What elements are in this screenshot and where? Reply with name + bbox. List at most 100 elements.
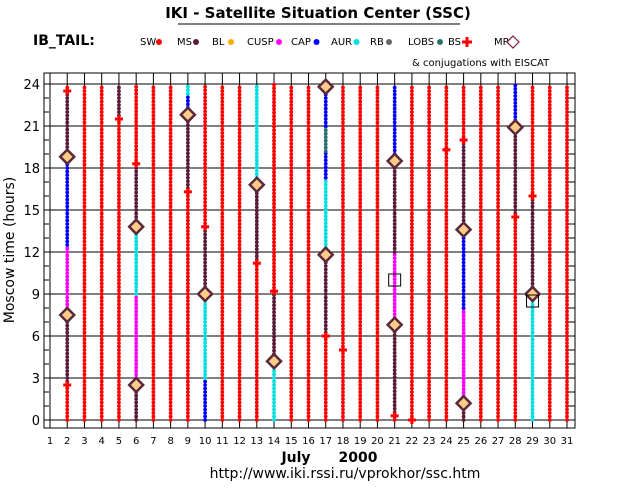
region-dot <box>117 390 121 394</box>
region-dot <box>254 95 259 100</box>
region-dot <box>151 236 156 240</box>
region-dot <box>99 407 104 412</box>
region-dot <box>410 215 414 219</box>
region-dot <box>358 348 363 352</box>
region-dot <box>99 358 104 363</box>
day-column <box>237 85 242 422</box>
region-dot <box>237 330 242 335</box>
region-dot <box>237 155 242 160</box>
region-dot <box>289 264 294 268</box>
region-dot <box>82 187 87 191</box>
region-dot <box>289 281 294 286</box>
region-dot <box>427 239 432 244</box>
region-dot <box>220 162 225 167</box>
region-dot <box>220 386 225 391</box>
region-dot <box>410 323 414 328</box>
region-dot <box>306 243 311 247</box>
region-dot <box>289 250 294 254</box>
region-dot <box>496 323 500 328</box>
region-dot <box>289 124 294 128</box>
region-dot <box>220 358 225 363</box>
region-dot <box>323 358 328 363</box>
x-tick-label: 25 <box>457 436 470 447</box>
region-dot <box>323 196 328 201</box>
region-dot <box>82 316 87 321</box>
region-dot <box>461 169 466 174</box>
region-dot <box>530 351 535 356</box>
region-dot <box>530 320 535 324</box>
region-dot <box>444 341 449 345</box>
region-dot <box>117 148 121 153</box>
region-dot <box>151 257 156 261</box>
region-dot <box>185 400 190 405</box>
region-dot <box>289 379 294 384</box>
region-dot <box>168 194 173 198</box>
region-dot <box>65 264 70 268</box>
region-dot <box>565 229 569 233</box>
region-dot <box>306 99 311 104</box>
region-dot <box>565 264 569 268</box>
region-dot <box>375 85 380 90</box>
region-dot <box>134 197 139 202</box>
region-dot <box>392 117 397 121</box>
region-dot <box>134 126 139 131</box>
region-dot <box>341 176 345 181</box>
bow-shock-marker <box>270 287 279 296</box>
region-dot <box>341 362 345 366</box>
region-dot <box>530 222 535 226</box>
region-dot <box>306 260 311 265</box>
region-dot <box>289 390 294 394</box>
region-dot <box>323 179 328 184</box>
region-dot <box>565 113 569 118</box>
region-dot <box>99 145 104 149</box>
region-dot <box>444 411 449 415</box>
region-dot <box>478 117 483 121</box>
region-dot <box>375 358 380 363</box>
region-dot <box>220 246 225 251</box>
region-dot <box>272 156 276 161</box>
region-dot <box>375 250 380 254</box>
region-dot <box>478 134 483 139</box>
y-tick-label: 18 <box>23 162 40 177</box>
region-dot <box>375 260 380 265</box>
region-dot <box>289 145 294 149</box>
region-dot <box>151 393 156 398</box>
region-dot <box>168 239 173 244</box>
region-dot <box>427 99 432 104</box>
region-dot <box>151 253 156 258</box>
region-dot <box>513 97 518 102</box>
region-dot <box>272 369 276 373</box>
region-dot <box>496 131 500 135</box>
region-dot <box>168 264 173 268</box>
region-dot <box>272 208 276 213</box>
region-dot <box>203 281 208 286</box>
region-dot <box>185 369 190 373</box>
region-dot <box>392 145 397 149</box>
region-dot <box>547 89 552 93</box>
region-dot <box>185 175 190 180</box>
region-dot <box>185 154 190 159</box>
region-dot <box>185 313 190 317</box>
region-dot <box>461 92 466 97</box>
region-dot <box>168 134 173 139</box>
region-dot <box>444 159 449 163</box>
region-dot <box>323 299 328 303</box>
region-dot <box>220 348 225 352</box>
region-dot <box>117 239 121 244</box>
region-dot <box>392 208 397 212</box>
region-dot <box>513 159 518 163</box>
region-dot <box>289 295 294 300</box>
region-dot <box>565 166 569 170</box>
region-dot <box>82 201 87 205</box>
region-dot <box>134 112 139 117</box>
region-dot <box>82 131 87 135</box>
region-dot <box>358 411 363 415</box>
region-dot <box>358 218 363 223</box>
region-dot <box>306 344 311 349</box>
region-dot <box>237 103 242 107</box>
region-dot <box>444 362 449 366</box>
region-dot <box>99 267 104 272</box>
region-dot <box>220 166 225 170</box>
region-dot <box>410 187 414 191</box>
region-dot <box>530 229 535 233</box>
